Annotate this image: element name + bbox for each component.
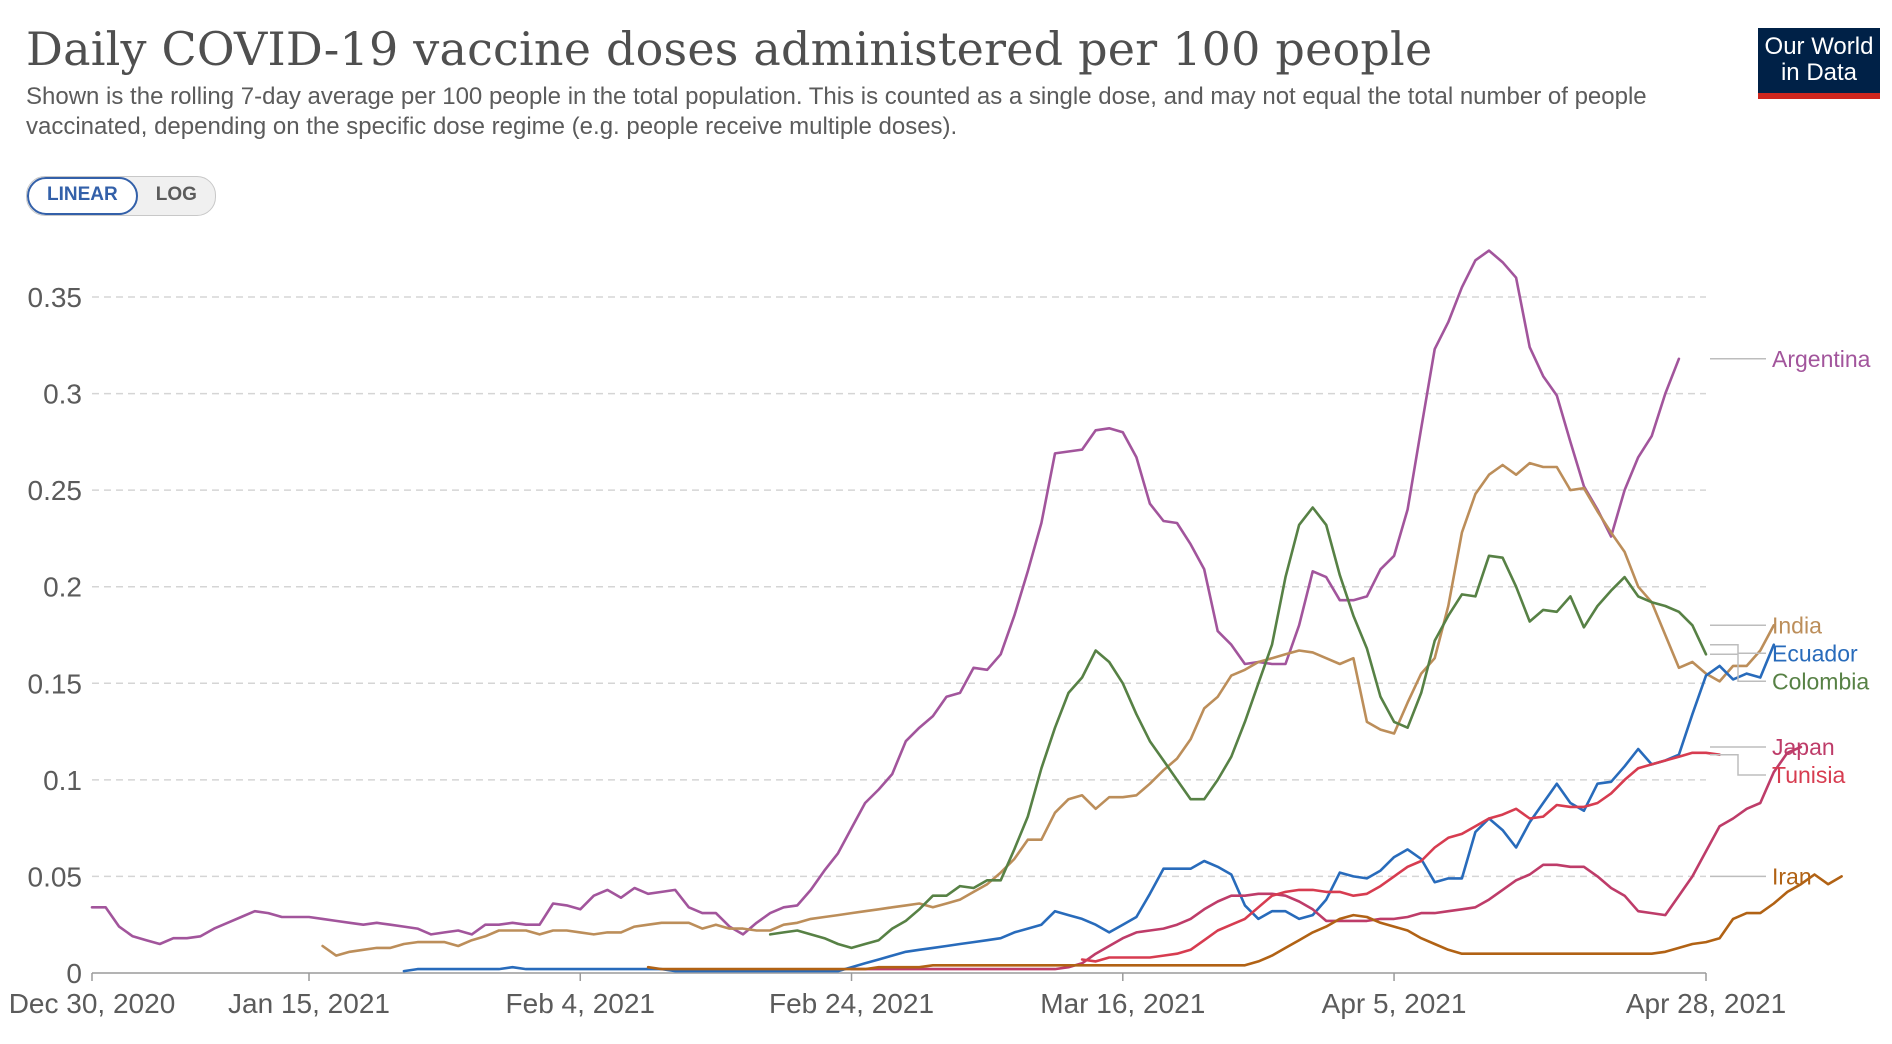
legend-connector-ecuador [1710,643,1766,655]
y-tick-label: 0.35 [28,282,83,313]
logo-line-2: in Data [1780,59,1858,86]
logo-accent-bar [1758,93,1880,99]
x-tick-label: Feb 4, 2021 [506,988,655,1019]
x-tick-label: Dec 30, 2020 [9,988,176,1019]
series-lines [90,249,1843,973]
x-tick-label: Jan 15, 2021 [228,988,390,1019]
series-line-argentina[interactable] [90,249,1681,946]
legend-label-tunisia[interactable]: Tunisia [1772,762,1845,788]
series-line-tunisia[interactable] [1080,751,1721,963]
legend-connector-tunisia [1710,753,1766,776]
y-tick-label: 0.1 [43,765,82,796]
series-line-japan[interactable] [850,745,1803,971]
legend-label-ecuador[interactable]: Ecuador [1772,640,1858,666]
x-tick-label: Apr 5, 2021 [1322,988,1467,1019]
scale-toggle: LINEAR LOG [26,176,216,216]
chart-subtitle: Shown is the rolling 7-day average per 1… [26,83,1647,140]
y-tick-label: 0 [66,958,82,989]
legend-connector-colombia [1710,653,1766,683]
x-axis: Dec 30, 2020 Jan 15, 2021 Feb 4, 2021 Feb 2… [9,973,1786,1019]
x-tick-label: Mar 16, 2021 [1040,988,1205,1019]
series-line-ecuador[interactable] [402,643,1776,973]
x-tick-label: Feb 24, 2021 [769,988,934,1019]
y-axis: 0 0.05 0.1 0.15 0.2 0.25 0.3 0.35 [28,282,83,989]
y-tick-label: 0.05 [28,861,83,892]
owid-logo[interactable]: Our World in Data [1758,28,1880,99]
series-line-iran[interactable] [646,873,1843,971]
y-tick-label: 0.2 [43,572,82,603]
chart-title: Daily COVID-19 vaccine doses administere… [26,22,1433,76]
legend-label-india[interactable]: India [1772,612,1822,638]
y-tick-label: 0.15 [28,668,83,699]
y-tick-label: 0.25 [28,475,83,506]
series-line-colombia[interactable] [768,506,1708,950]
log-scale-button[interactable]: LOG [155,184,197,205]
grid-lines [92,296,1706,974]
legend-label-japan[interactable]: Japan [1772,734,1835,760]
legend-label-iran[interactable]: Iran [1772,863,1812,889]
linear-scale-button[interactable]: LINEAR [27,177,138,215]
legend-label-argentina[interactable]: Argentina [1772,346,1871,372]
series-line-india[interactable] [321,461,1776,957]
legend-label-colombia[interactable]: Colombia [1772,668,1869,694]
x-tick-label: Apr 28, 2021 [1626,988,1786,1019]
logo-line-1: Our World [1764,33,1874,60]
y-tick-label: 0.3 [43,379,82,410]
